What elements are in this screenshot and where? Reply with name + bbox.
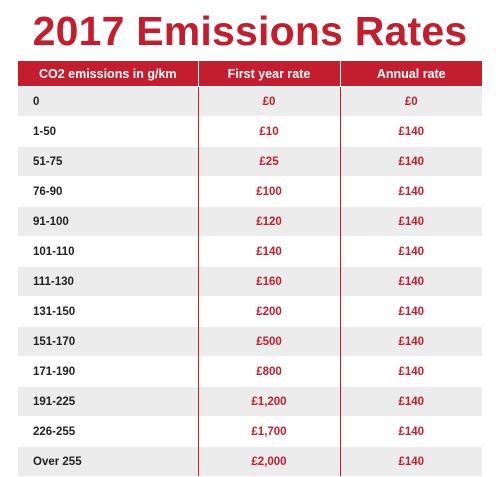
emissions-band-cell: 191-225 [18, 386, 198, 417]
page-title: 2017 Emissions Rates [32, 8, 468, 54]
table-row: 226-255 £1,700 £140 [18, 416, 482, 447]
emissions-band-cell: 111-130 [18, 266, 198, 297]
table-row: 51-75 £25 £140 [18, 146, 482, 177]
first-year-rate-cell: £2,000 [197, 446, 340, 476]
column-header-first-year-rate: First year rate [197, 61, 340, 87]
table-row: 191-225 £1,200 £140 [18, 386, 482, 417]
annual-rate-cell: £140 [339, 356, 482, 387]
table-row: 151-170 £500 £140 [18, 326, 482, 357]
emissions-band-cell: 0 [18, 86, 198, 117]
emissions-band-cell: 1-50 [18, 116, 198, 147]
emissions-band-cell: 226-255 [18, 416, 198, 447]
table-header-row: CO2 emissions in g/km First year rate An… [18, 61, 482, 87]
annual-rate-cell: £140 [339, 206, 482, 237]
first-year-rate-cell: £1,700 [197, 416, 340, 447]
annual-rate-cell: £140 [339, 176, 482, 207]
first-year-rate-cell: £25 [197, 146, 340, 177]
emissions-band-cell: 76-90 [18, 176, 198, 207]
table-row: 101-110 £140 £140 [18, 236, 482, 267]
emissions-band-cell: 151-170 [18, 326, 198, 357]
annual-rate-cell: £140 [339, 146, 482, 177]
emissions-band-cell: Over 255 [18, 446, 198, 476]
annual-rate-cell: £140 [339, 236, 482, 267]
first-year-rate-cell: £1,200 [197, 386, 340, 417]
annual-rate-cell: £140 [339, 446, 482, 476]
table-row: 111-130 £160 £140 [18, 266, 482, 297]
annual-rate-cell: £140 [339, 326, 482, 357]
table-row: Over 255 £2,000 £140 [18, 446, 482, 476]
first-year-rate-cell: £120 [197, 206, 340, 237]
first-year-rate-cell: £200 [197, 296, 340, 327]
table-row: 0 £0 £0 [18, 86, 482, 117]
annual-rate-cell: £0 [339, 86, 482, 117]
column-header-emissions: CO2 emissions in g/km [18, 61, 198, 87]
column-header-annual-rate: Annual rate [339, 61, 482, 87]
annual-rate-cell: £140 [339, 116, 482, 147]
first-year-rate-cell: £100 [197, 176, 340, 207]
first-year-rate-cell: £140 [197, 236, 340, 267]
annual-rate-cell: £140 [339, 386, 482, 417]
first-year-rate-cell: £800 [197, 356, 340, 387]
first-year-rate-cell: £10 [197, 116, 340, 147]
table-row: 131-150 £200 £140 [18, 296, 482, 327]
emissions-band-cell: 51-75 [18, 146, 198, 177]
table-row: 1-50 £10 £140 [18, 116, 482, 147]
annual-rate-cell: £140 [339, 266, 482, 297]
emissions-rates-table: CO2 emissions in g/km First year rate An… [18, 61, 482, 476]
table-row: 171-190 £800 £140 [18, 356, 482, 387]
first-year-rate-cell: £500 [197, 326, 340, 357]
table-row: 91-100 £120 £140 [18, 206, 482, 237]
table-row: 76-90 £100 £140 [18, 176, 482, 207]
emissions-band-cell: 171-190 [18, 356, 198, 387]
annual-rate-cell: £140 [339, 416, 482, 447]
emissions-band-cell: 101-110 [18, 236, 198, 267]
first-year-rate-cell: £160 [197, 266, 340, 297]
emissions-band-cell: 131-150 [18, 296, 198, 327]
first-year-rate-cell: £0 [197, 86, 340, 117]
annual-rate-cell: £140 [339, 296, 482, 327]
emissions-band-cell: 91-100 [18, 206, 198, 237]
